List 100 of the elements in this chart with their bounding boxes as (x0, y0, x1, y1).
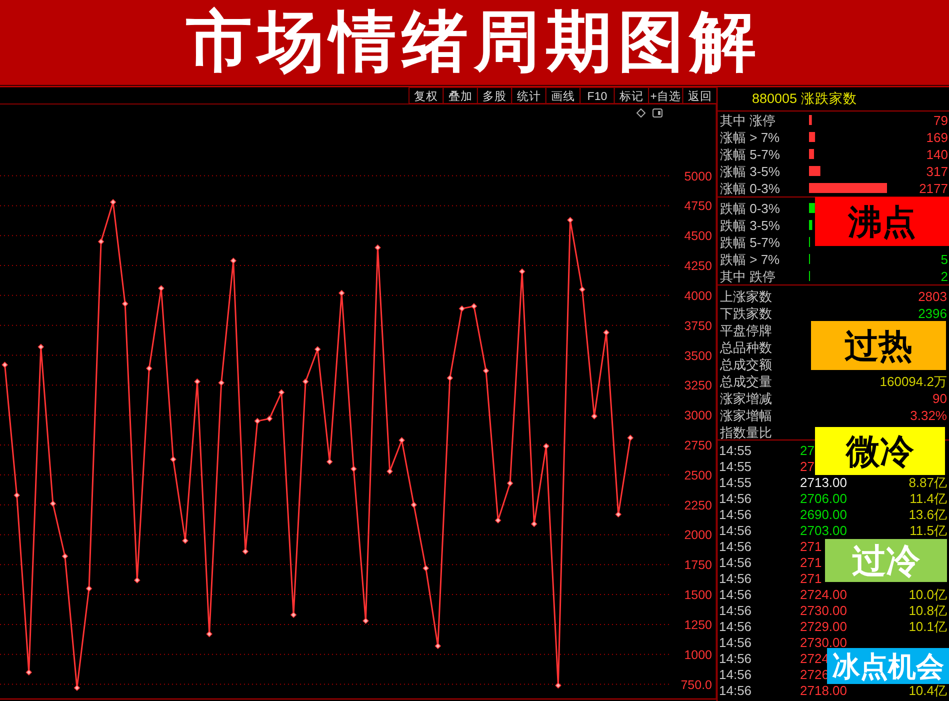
bar (809, 132, 816, 142)
text: 3.32% (910, 408, 948, 423)
text: 画线 (551, 90, 575, 103)
y-tick-label: 2750 (684, 438, 712, 452)
y-tick-label: 1500 (684, 588, 712, 602)
point (122, 300, 128, 307)
point (14, 492, 20, 498)
data-label: 2 (940, 269, 948, 284)
bar (809, 203, 815, 213)
y-tick-label: 4250 (684, 259, 712, 274)
text: 10.1亿 (908, 619, 947, 634)
text: 2713.00 (800, 475, 847, 490)
text: 指数量比 (719, 425, 772, 440)
text: 叠加 (448, 90, 472, 103)
y-tick-label: 2000 (684, 528, 712, 542)
text: 2730.00 (800, 603, 847, 618)
text: 过冷 (852, 542, 921, 580)
point (483, 368, 489, 374)
y-tick-label: 2250 (684, 498, 712, 512)
point (507, 480, 514, 486)
text: 14:56 (719, 507, 752, 522)
point (98, 238, 104, 245)
y-tick-label: 涨幅 3-5% (720, 164, 780, 179)
point (26, 669, 32, 676)
text: 2690.00 (800, 507, 847, 522)
text: 10.8亿 (908, 603, 947, 618)
text: 90 (932, 391, 947, 406)
text: 冰点机会 (832, 651, 944, 682)
text: 27 (800, 459, 814, 474)
point (38, 344, 44, 350)
y-tick-label: 涨幅 > 7% (720, 130, 780, 145)
point (134, 577, 140, 584)
data-label: 2177 (919, 181, 948, 196)
y-tick-label: 4500 (684, 229, 712, 244)
text: 271 (800, 571, 822, 586)
point (398, 437, 405, 444)
data-label: 140 (926, 147, 948, 162)
text: 涨家增减 (720, 391, 772, 406)
text: 14:56 (719, 651, 752, 666)
data-label: 317 (926, 164, 948, 179)
bar (809, 183, 887, 193)
text: 14:56 (719, 667, 752, 682)
y-tick-label: 跌幅 0-3% (720, 201, 780, 216)
point (278, 389, 284, 396)
text: 14:55 (719, 459, 752, 474)
y-tick-label: 3250 (684, 378, 712, 393)
text: 2724.00 (800, 587, 847, 602)
text: 14:56 (719, 555, 752, 570)
text: 2706.00 (800, 491, 847, 506)
text: 14:56 (719, 539, 752, 554)
point (182, 538, 188, 544)
y-tick-label: 涨幅 5-7% (720, 147, 780, 162)
text: 总品种数 (719, 340, 772, 355)
data-label: 169 (926, 130, 948, 145)
text: 2729.00 (800, 619, 847, 634)
y-tick-label: 750.0 (680, 678, 712, 692)
data-label: 5 (940, 252, 948, 267)
point (446, 374, 453, 381)
text: 过热 (844, 328, 912, 366)
text: 160094.2万 (880, 374, 947, 389)
y-tick-label: 跌幅 > 7% (720, 252, 780, 267)
text: 14:56 (719, 635, 752, 650)
text: 14:56 (719, 603, 752, 618)
text: 271 (800, 539, 822, 554)
text: 2730.00 (800, 635, 847, 650)
point (290, 612, 297, 618)
text: 涨家增幅 (720, 408, 772, 423)
point (2, 362, 8, 368)
text: 11.4亿 (910, 491, 947, 506)
point (410, 502, 417, 508)
text: 8.87亿 (908, 475, 947, 490)
text: +自选 (650, 90, 682, 103)
bar (809, 166, 820, 176)
text: 14:56 (719, 619, 752, 634)
y-tick-label: 跌幅 5-7% (720, 235, 780, 250)
bar (809, 115, 812, 125)
text: 10.4亿 (908, 683, 947, 698)
text: 多股 (482, 90, 507, 103)
point (230, 258, 236, 264)
text: 上涨家数 (720, 289, 772, 304)
y-tick-label: 其中 涨停 (720, 113, 776, 128)
text: 10.0亿 (908, 587, 947, 602)
point (206, 631, 212, 638)
y-tick-label: 1250 (684, 618, 712, 632)
text: 14:55 (719, 475, 752, 490)
y-tick-label: 跌幅 3-5% (720, 218, 780, 233)
text: 标记 (618, 90, 644, 103)
text: 11.5亿 (910, 523, 947, 538)
annotation: 沸点 (847, 204, 916, 242)
text: 14:56 (719, 491, 752, 506)
point (254, 418, 260, 424)
point (422, 565, 429, 572)
y-tick-label: 2500 (684, 468, 712, 482)
text: 2396 (918, 306, 947, 321)
y-tick-label: 3000 (684, 408, 712, 423)
text: 2703.00 (800, 523, 847, 538)
point (86, 586, 92, 592)
point (218, 380, 224, 386)
text: 总成交量 (719, 374, 772, 389)
chart-title: 880005 涨跌家数 (752, 91, 857, 106)
